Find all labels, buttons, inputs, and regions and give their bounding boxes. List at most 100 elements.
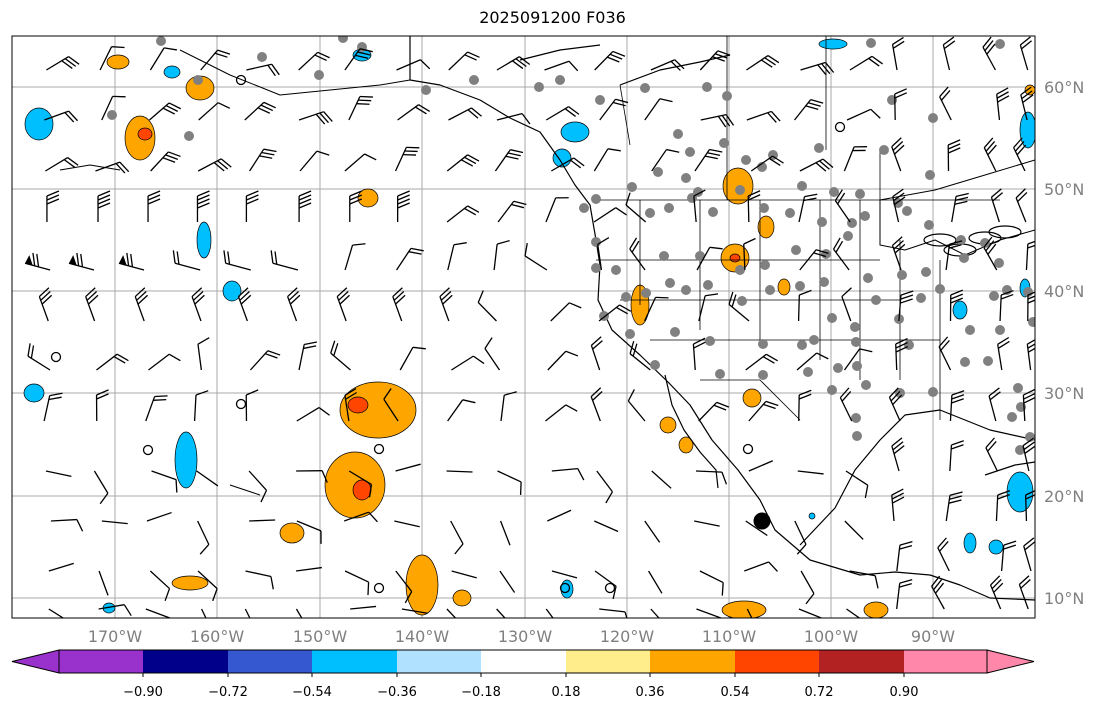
map-frame xyxy=(11,35,1036,619)
wind-barb xyxy=(794,520,807,555)
wind-barb xyxy=(383,388,399,422)
wind-barb xyxy=(95,161,130,174)
station-marker xyxy=(902,206,912,216)
station-marker xyxy=(758,370,768,380)
wind-barb xyxy=(500,391,517,422)
wind-barb xyxy=(344,153,377,172)
wind-barb xyxy=(95,389,109,422)
lat-label: 50°N xyxy=(1044,180,1084,199)
wind-barb xyxy=(197,158,232,172)
station-marker xyxy=(760,260,770,270)
station-marker xyxy=(821,249,831,259)
station-marker xyxy=(960,357,970,367)
wind-barb xyxy=(650,608,669,618)
station-marker xyxy=(735,265,745,275)
station-marker xyxy=(705,336,715,346)
wind-barb xyxy=(796,352,829,371)
wind-barb xyxy=(748,460,774,472)
calm-wind-circle xyxy=(742,443,754,455)
wind-barb xyxy=(197,337,210,371)
wind-barb xyxy=(999,289,1014,322)
wind-barb xyxy=(942,36,956,71)
wind-barb xyxy=(43,392,63,422)
station-marker xyxy=(829,187,839,197)
wind-barb xyxy=(497,470,522,495)
station-marker xyxy=(797,340,807,350)
wind-barb xyxy=(799,249,829,271)
wind-barb xyxy=(895,337,909,371)
wind-barb xyxy=(145,608,171,618)
coastline xyxy=(799,409,1035,546)
station-marker xyxy=(928,113,938,123)
wind-barb xyxy=(593,148,621,172)
coastline xyxy=(664,374,719,489)
station-marker xyxy=(827,313,837,323)
wind-barb xyxy=(698,401,730,422)
station-marker xyxy=(737,296,747,306)
wind-barb xyxy=(451,355,485,371)
wind-barb xyxy=(395,463,421,472)
wind-barb xyxy=(747,190,761,223)
wind-barb xyxy=(695,470,728,485)
field-contour xyxy=(560,121,590,143)
wind-barb xyxy=(799,158,834,172)
station-marker xyxy=(664,203,674,213)
wind-barb xyxy=(798,389,812,422)
station-marker xyxy=(897,270,907,280)
wind-barb xyxy=(245,389,259,422)
wind-barb xyxy=(50,518,84,532)
station-marker xyxy=(851,337,861,347)
calm-wind-circle xyxy=(235,398,247,410)
wind-barb xyxy=(696,608,723,618)
station-marker xyxy=(534,82,544,92)
station-marker xyxy=(741,155,751,165)
calm-wind-circle xyxy=(559,582,571,594)
map-title: 2025091200 F036 xyxy=(479,8,626,27)
wind-barb xyxy=(547,509,572,522)
coastline xyxy=(409,36,1035,601)
wind-barb xyxy=(499,520,511,546)
wind-barb xyxy=(191,287,205,322)
coastline xyxy=(519,44,601,61)
station-marker xyxy=(107,110,117,120)
station-marker xyxy=(621,292,631,302)
wind-barb xyxy=(97,190,111,222)
wind-barb xyxy=(496,56,531,71)
wind-barb xyxy=(846,108,881,121)
station-marker xyxy=(681,173,691,183)
wind-barb xyxy=(245,190,259,222)
wind-barb xyxy=(797,289,812,322)
colorbar-segment xyxy=(650,650,735,673)
station-marker xyxy=(193,75,203,85)
wind-barb xyxy=(644,98,673,121)
wind-barb xyxy=(551,157,585,172)
coastline xyxy=(59,164,121,171)
wind-barb xyxy=(118,252,145,271)
field-contour xyxy=(196,221,212,259)
station-marker xyxy=(579,203,589,213)
station-marker xyxy=(184,131,194,141)
wind-barb xyxy=(629,341,651,371)
lat-label: 20°N xyxy=(1044,487,1084,506)
station-marker xyxy=(959,253,969,263)
wind-barb xyxy=(843,348,873,371)
field-contour xyxy=(222,280,242,302)
wind-barb xyxy=(745,520,768,537)
calm-wind-circle xyxy=(50,351,62,363)
station-marker xyxy=(861,380,871,390)
wind-barb xyxy=(949,390,965,422)
wind-barb xyxy=(298,190,312,222)
station-marker xyxy=(670,327,680,337)
wind-barb xyxy=(223,250,251,271)
field-contour xyxy=(818,38,848,50)
wind-barb xyxy=(988,387,1001,422)
station-marker xyxy=(469,75,479,85)
wind-barb xyxy=(150,151,181,172)
station-marker xyxy=(338,36,348,43)
station-marker xyxy=(625,329,635,339)
wind-barb-layer xyxy=(24,36,1035,618)
station-marker xyxy=(843,231,853,241)
colorbar-tick-label: 0.18 xyxy=(552,685,581,700)
wind-barb xyxy=(594,50,626,71)
station-marker xyxy=(681,285,691,295)
